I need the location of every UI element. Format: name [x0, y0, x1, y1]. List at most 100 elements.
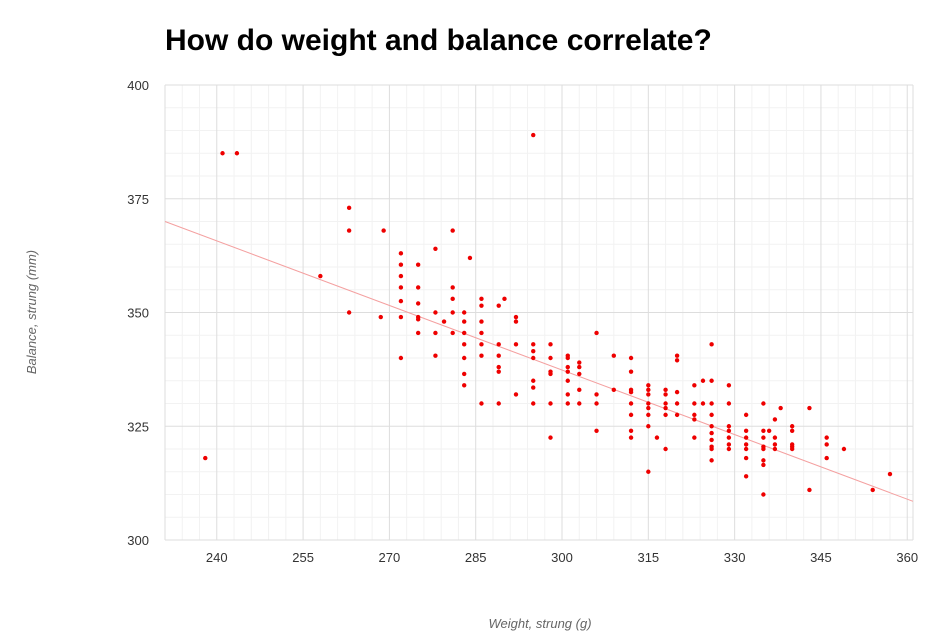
- data-point: [674, 412, 680, 418]
- data-point: [577, 360, 582, 365]
- data-point: [548, 435, 553, 440]
- x-axis-label: Weight, strung (g): [488, 616, 591, 631]
- data-point: [513, 342, 519, 347]
- data-point: [692, 401, 697, 406]
- data-point: [709, 401, 714, 406]
- data-point: [398, 355, 404, 361]
- data-point: [709, 437, 714, 443]
- data-point: [628, 412, 634, 418]
- data-point: [398, 273, 404, 279]
- trendline: [164, 221, 914, 502]
- data-point: [772, 446, 778, 452]
- data-point: [743, 428, 749, 433]
- data-point: [692, 412, 697, 418]
- data-point: [548, 401, 553, 406]
- data-point: [462, 371, 467, 377]
- data-point: [594, 401, 599, 406]
- data-point: [646, 387, 651, 393]
- data-point: [548, 342, 553, 347]
- data-point: [807, 405, 812, 411]
- data-point: [692, 435, 697, 440]
- data-point: [646, 424, 651, 429]
- data-point: [726, 383, 732, 388]
- data-point: [203, 455, 208, 461]
- data-point: [743, 442, 749, 447]
- data-point: [674, 401, 680, 406]
- x-tick-label: 255: [292, 550, 314, 565]
- data-point: [594, 330, 599, 336]
- x-tick-label: 270: [379, 550, 401, 565]
- data-point: [743, 435, 749, 440]
- data-point: [415, 330, 421, 336]
- data-point: [700, 401, 706, 406]
- data-point: [479, 401, 484, 406]
- data-point: [700, 378, 706, 383]
- x-tick-label: 300: [551, 550, 573, 565]
- data-point: [646, 405, 651, 411]
- data-point: [565, 378, 570, 383]
- data-point: [565, 355, 570, 361]
- data-point: [462, 319, 467, 324]
- data-point: [824, 442, 829, 447]
- data-point: [441, 319, 447, 324]
- data-point: [496, 342, 501, 347]
- data-point: [346, 310, 352, 315]
- data-point: [496, 401, 501, 406]
- data-point: [565, 392, 570, 397]
- data-point: [761, 428, 766, 433]
- y-tick-labels: 300 325 350 375 400: [127, 78, 149, 548]
- x-tick-label: 285: [465, 550, 487, 565]
- data-point: [531, 385, 536, 390]
- data-point: [674, 389, 680, 395]
- data-point: [577, 387, 582, 393]
- data-point: [496, 303, 501, 308]
- data-point: [870, 487, 875, 493]
- data-point: [415, 301, 421, 306]
- y-axis-label: Balance, strung (mm): [24, 250, 39, 374]
- data-point: [415, 262, 421, 267]
- y-tick-label: 325: [127, 419, 149, 434]
- data-point: [531, 348, 536, 354]
- chart-title: How do weight and balance correlate?: [165, 24, 712, 57]
- data-point: [531, 342, 536, 347]
- data-point: [594, 392, 599, 397]
- data-point: [450, 285, 455, 290]
- data-point: [628, 355, 634, 361]
- data-point: [761, 462, 766, 468]
- data-point: [565, 401, 570, 406]
- data-point: [772, 435, 778, 440]
- data-point: [433, 353, 438, 358]
- data-point: [398, 298, 404, 304]
- data-point: [381, 228, 386, 233]
- data-point: [220, 151, 225, 156]
- data-point: [646, 469, 651, 474]
- data-point: [234, 151, 240, 156]
- data-point: [743, 455, 749, 461]
- data-point: [726, 442, 732, 447]
- data-point: [398, 251, 404, 256]
- data-point: [726, 435, 732, 440]
- data-point: [789, 424, 795, 429]
- data-point: [807, 487, 812, 493]
- y-tick-label: 350: [127, 306, 149, 321]
- data-point: [761, 435, 766, 440]
- data-point: [346, 228, 352, 233]
- data-point: [462, 383, 467, 388]
- data-point: [628, 369, 634, 374]
- x-tick-label: 330: [724, 550, 746, 565]
- major-grid: [164, 84, 914, 541]
- data-point: [766, 428, 772, 433]
- data-point: [761, 492, 766, 497]
- data-point: [772, 417, 778, 422]
- data-point: [479, 353, 484, 358]
- data-point: [824, 455, 829, 461]
- data-point: [462, 342, 467, 347]
- data-point: [531, 355, 536, 361]
- data-point: [778, 405, 783, 411]
- x-tick-labels: 240 255 270 285 300 315 330 345 360: [206, 550, 918, 565]
- data-point: [577, 401, 582, 406]
- data-point: [709, 446, 714, 452]
- data-point: [887, 471, 893, 477]
- trendline-layer: [164, 221, 914, 502]
- data-point: [450, 330, 455, 336]
